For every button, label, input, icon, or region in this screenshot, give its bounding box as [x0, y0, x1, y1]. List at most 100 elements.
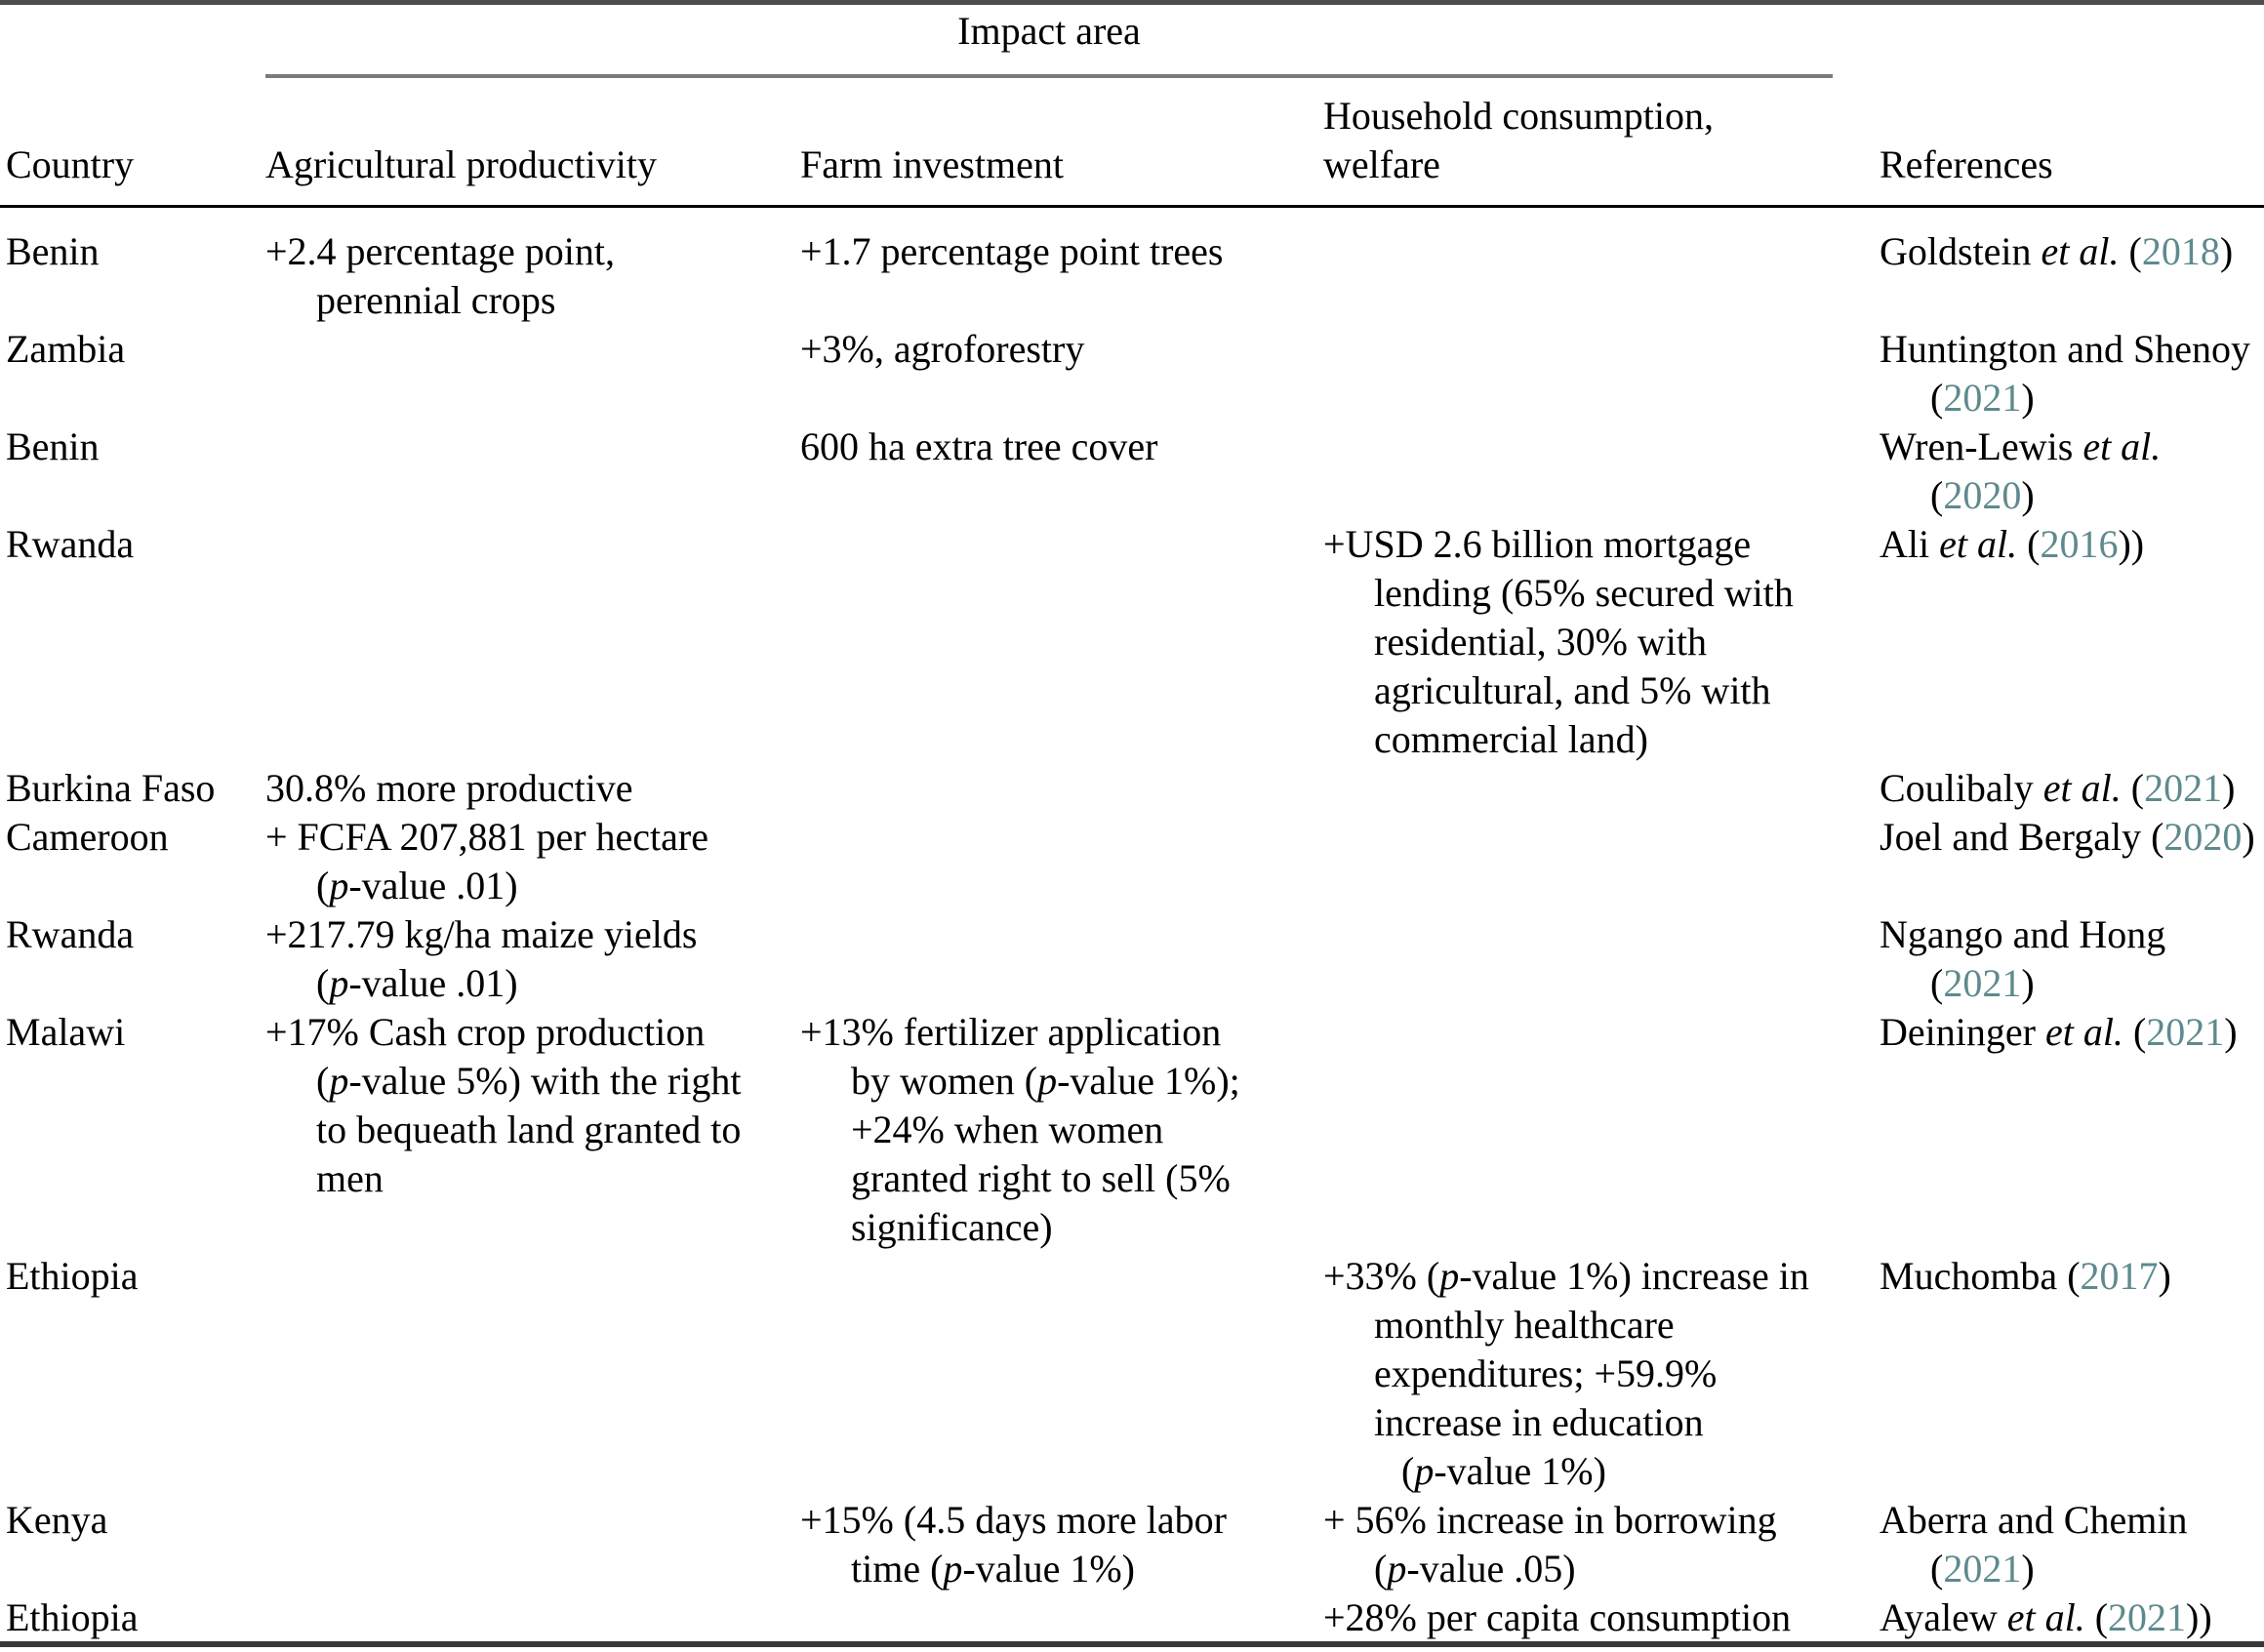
country-label: Benin [6, 424, 100, 468]
text-segment: commercial land) [1374, 717, 1648, 761]
country-label: Benin [6, 229, 100, 273]
italic-text: et al. [2006, 1595, 2085, 1639]
country-label: Kenya [6, 1498, 108, 1542]
cell-line: (p-value 5%) with the right [265, 1057, 800, 1106]
cell-line: (2021) [1880, 374, 2264, 423]
text-segment: +217.79 kg/ha maize yields [265, 912, 698, 956]
italic-text: p [329, 1059, 349, 1103]
column-header-household-consumption-welfare: Household consumption, welfare [1323, 94, 1714, 186]
cell-line: significance) [800, 1203, 1323, 1252]
text-segment: time ( [851, 1547, 944, 1591]
cell-line: residential, 30% with [1323, 618, 1880, 666]
table-row: Malawi +17% Cash crop production (p-value … [6, 1008, 2264, 1252]
cell-country: Benin [6, 227, 265, 276]
country-label: Zambia [6, 327, 126, 371]
text-segment: ( [1401, 1449, 1415, 1493]
text-segment: ( [2017, 522, 2041, 566]
column-header-farm-investment: Farm investment [800, 142, 1064, 186]
cell-references: Aberra and Chemin (2021) [1880, 1496, 2264, 1593]
text-segment: +24% when women [851, 1108, 1164, 1151]
cell-line: +28% per capita consumption [1323, 1593, 1880, 1642]
reference-year-link[interactable]: 2018 [2141, 229, 2220, 273]
text-segment: ( [1930, 473, 1944, 517]
reference-year-link[interactable]: 2021 [1943, 376, 2022, 420]
table-row: Ethiopia +28% per capita consumption Ayale… [6, 1593, 2264, 1642]
cell-country: Rwanda [6, 910, 265, 959]
text-segment: ( [2119, 229, 2142, 273]
cell-references: Ayalew et al. (2021)) [1880, 1593, 2264, 1642]
cell-line: +13% fertilizer application [800, 1008, 1323, 1057]
reference-year-link[interactable]: 2021 [2146, 1010, 2225, 1054]
text-segment: Coulibaly [1880, 766, 2043, 810]
cell-country: Cameroon [6, 813, 265, 862]
cell-farm-investment: +15% (4.5 days more labor time (p-value 1… [800, 1496, 1323, 1593]
text-segment: +33% ( [1323, 1254, 1440, 1298]
text-segment: +13% fertilizer application [800, 1010, 1222, 1054]
text-segment: Joel and Bergaly ( [1880, 815, 2164, 859]
cell-country: Malawi [6, 1008, 265, 1057]
cell-line: (2021) [1880, 959, 2264, 1008]
cell-line: +USD 2.6 billion mortgage [1323, 520, 1880, 569]
table-row: Rwanda +USD 2.6 billion mortgage lending (… [6, 520, 2264, 764]
cell-household-consumption-welfare: +33% (p-value 1%) increase in monthly hea… [1323, 1252, 1880, 1496]
cell-country: Rwanda [6, 520, 265, 569]
cell-line: Huntington and Shenoy [1880, 325, 2264, 374]
cell-references: Joel and Bergaly (2020) [1880, 813, 2264, 862]
cell-references: Wren-Lewis et al. (2020) [1880, 423, 2264, 520]
country-label: Rwanda [6, 522, 135, 566]
country-label: Cameroon [6, 815, 169, 859]
cell-line: perennial crops [265, 276, 800, 325]
column-header-agricultural-productivity: Agricultural productivity [265, 142, 658, 186]
country-label: Rwanda [6, 912, 135, 956]
text-segment: men [316, 1156, 384, 1200]
cell-line: (p-value 1%) [1323, 1447, 1880, 1496]
text-segment: -value 1%); [1057, 1059, 1240, 1103]
text-segment: +1.7 percentage point trees [800, 229, 1224, 273]
text-segment: ) [2021, 961, 2035, 1005]
cell-line: (p-value .01) [265, 959, 800, 1008]
text-segment: lending (65% secured with [1374, 571, 1794, 615]
reference-year-link[interactable]: 2021 [1943, 1547, 2022, 1591]
cell-line: increase in education [1323, 1398, 1880, 1447]
bottom-rule [0, 1641, 2264, 1647]
italic-text: p [1387, 1547, 1407, 1591]
text-segment: ) [2021, 376, 2035, 420]
cell-line: (p-value .01) [265, 862, 800, 910]
country-label: Burkina Faso [6, 766, 216, 810]
cell-references: Muchomba (2017) [1880, 1252, 2264, 1301]
reference-year-link[interactable]: 2020 [1943, 473, 2022, 517]
table-row: Ethiopia +33% (p-value 1%) increase in mon… [6, 1252, 2264, 1496]
italic-text: et al. [1939, 522, 2018, 566]
reference-year-link[interactable]: 2021 [2108, 1595, 2187, 1639]
cell-line: to bequeath land granted to [265, 1106, 800, 1154]
reference-year-link[interactable]: 2021 [1943, 961, 2022, 1005]
text-segment: + FCFA 207,881 per hectare [265, 815, 708, 859]
cell-agricultural-productivity: 30.8% more productive [265, 764, 800, 813]
text-segment: Ngango and Hong [1880, 912, 2166, 956]
reference-year-link[interactable]: 2017 [2080, 1254, 2159, 1298]
cell-line: granted right to sell (5% [800, 1154, 1323, 1203]
text-segment: 30.8% more productive [265, 766, 633, 810]
cell-references: Goldstein et al. (2018) [1880, 227, 2264, 276]
text-segment: Aberra and Chemin [1880, 1498, 2188, 1542]
cell-line: lending (65% secured with [1323, 569, 1880, 618]
country-label: Ethiopia [6, 1595, 139, 1639]
cell-references: Ngango and Hong (2021) [1880, 910, 2264, 1008]
text-segment: ( [316, 961, 330, 1005]
text-segment: -value .01) [348, 961, 518, 1005]
cell-line: Ali et al. (2016)) [1880, 520, 2264, 569]
cell-farm-investment: +3%, agroforestry [800, 325, 1323, 374]
cell-line: Ngango and Hong [1880, 910, 2264, 959]
text-segment: Goldstein [1880, 229, 2042, 273]
text-segment: ( [2121, 766, 2145, 810]
text-segment: ( [1374, 1547, 1388, 1591]
cell-line: Muchomba (2017) [1880, 1252, 2264, 1301]
reference-year-link[interactable]: 2021 [2144, 766, 2223, 810]
reference-year-link[interactable]: 2016 [2040, 522, 2119, 566]
reference-year-link[interactable]: 2020 [2163, 815, 2243, 859]
text-segment: expenditures; +59.9% [1374, 1351, 1718, 1395]
column-header-references: References [1880, 142, 2053, 186]
text-segment: +17% Cash crop production [265, 1010, 706, 1054]
cell-line: commercial land) [1323, 715, 1880, 764]
table-body: Benin +2.4 percentage point, perennial cro… [0, 208, 2264, 1642]
